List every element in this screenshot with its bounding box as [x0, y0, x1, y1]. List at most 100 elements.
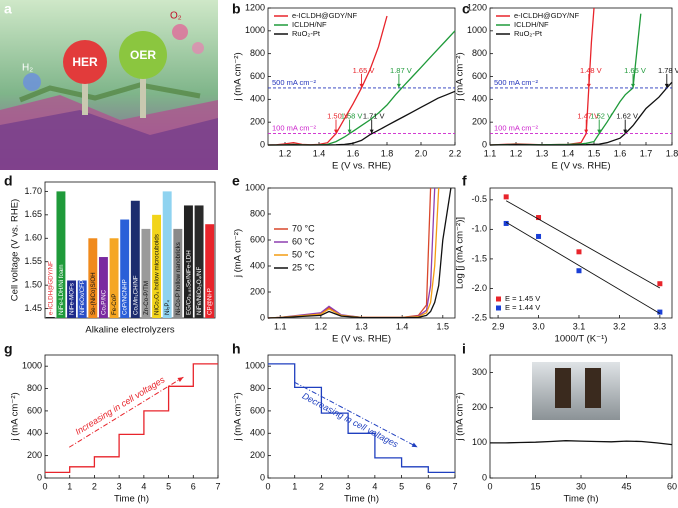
x-tick-label: 3.0 [532, 321, 545, 331]
x-tick-label: 7 [215, 481, 220, 491]
marker-head [369, 129, 374, 134]
bar [56, 191, 66, 318]
x-tick-label: 2.0 [415, 148, 428, 158]
y-tick-label: -1.0 [471, 224, 487, 234]
x-axis-label: Time (h) [563, 494, 598, 505]
data-line [490, 440, 673, 446]
step-line [268, 363, 455, 474]
y-axis-label: j (mA cm⁻²) [455, 52, 466, 101]
bubble [23, 73, 41, 91]
panel: e 0 200 400 600 800 1000 1.1 1.2 1.3 1.4 1.5 E (V vs… [232, 173, 456, 345]
panel-letter: a [4, 1, 12, 17]
panel: c 0 200 400 600 800 1000 1200 1.1 1.2 1.3 1.4 1.5 1.6… [455, 1, 678, 172]
oer-balloon [119, 31, 167, 79]
data-point [503, 220, 509, 226]
y-tick-label: 400 [250, 94, 265, 104]
data-line [489, 81, 673, 146]
y-tick-label: 800 [472, 48, 487, 58]
y-tick-label: 1.70 [24, 186, 42, 196]
annotation: Increasing in cell voltages [73, 374, 166, 437]
y-tick-label: 200 [250, 117, 265, 127]
bar [98, 257, 108, 318]
x-tick-label: 1 [67, 481, 72, 491]
x-tick-label: 1.4 [562, 148, 575, 158]
balloon-string [140, 78, 146, 118]
bar [109, 238, 119, 318]
reference-label: 500 mA cm⁻² [272, 78, 316, 87]
y-tick-label: 800 [27, 383, 42, 393]
annotation-arrow [293, 381, 418, 448]
arrow-head [177, 377, 184, 383]
legend-swatch [496, 305, 501, 311]
panel-letter: h [232, 341, 241, 357]
marker-label: 1.47 V [577, 112, 599, 121]
bar-label: NiFe-LDH/Ni foam [58, 264, 65, 315]
x-tick-label: 0 [265, 481, 270, 491]
x-tick-label: 3.2 [613, 321, 626, 331]
marker-head [347, 129, 352, 134]
y-axis-label: j (mA cm⁻²) [233, 229, 244, 278]
bar [152, 214, 162, 318]
panel-letter: d [4, 173, 13, 189]
y-tick-label: 200 [472, 117, 487, 127]
bar [130, 200, 140, 318]
panel-letter: c [462, 1, 470, 17]
x-tick-label: 1.6 [347, 148, 360, 158]
x-tick-label: 45 [621, 481, 631, 491]
x-tick-label: 1.4 [313, 148, 326, 158]
bar [183, 205, 193, 318]
x-tick-label: 1.5 [437, 321, 450, 331]
x-tick-label: 1.5 [588, 148, 601, 158]
oer-label: OER [130, 48, 156, 62]
data-point [503, 194, 509, 200]
x-tick-label: 5 [166, 481, 171, 491]
marker-label: 1.87 V [390, 66, 412, 75]
bar [205, 224, 215, 318]
marker-label: 1.58 V [341, 112, 363, 121]
y-tick-label: 400 [250, 428, 265, 438]
panel: b 0 200 400 600 800 1000 1200 1.2 1.4 1.6 1.8 2.0 2.2… [232, 1, 461, 172]
marker-head [623, 129, 628, 134]
electrode-layer [0, 110, 218, 170]
marker-head [359, 83, 364, 88]
y-tick-label: 400 [250, 260, 265, 270]
y-axis-label: Log [j (mA cm⁻²)] [455, 217, 466, 289]
x-tick-label: 1.8 [381, 148, 394, 158]
x-tick-label: 1.6 [614, 148, 627, 158]
y-tick-label: 1000 [245, 361, 265, 371]
y-tick-label: 400 [472, 94, 487, 104]
y-tick-label: 1000 [245, 25, 265, 35]
her-label: HER [72, 55, 98, 69]
y-tick-label: 0 [260, 139, 265, 149]
x-tick-label: 2.9 [492, 321, 505, 331]
x-tick-label: 1.3 [355, 321, 368, 331]
bar-label: CoP/NCNHP [122, 279, 129, 315]
legend-label: e-ICLDH@GDY/NF [292, 11, 358, 20]
bar-label: NiFe/NiCo₂O₄/NF [196, 267, 203, 315]
x-tick-label: 4 [141, 481, 146, 491]
marker-label: 1.71 V [363, 112, 385, 121]
marker-label: 1.48 V [580, 66, 602, 75]
x-tick-label: 1.2 [279, 148, 292, 158]
x-tick-label: 6 [426, 481, 431, 491]
her-balloon [63, 40, 107, 84]
legend-label: 70 °C [292, 223, 315, 233]
legend-label: RuO₂-Pt [292, 29, 321, 38]
y-axis-label: Cell voltage (V vs. RHE) [10, 199, 21, 301]
panel-letter: i [462, 341, 466, 357]
legend-label: E = 1.45 V [505, 294, 540, 303]
y-tick-label: 1.55 [24, 256, 42, 266]
photo-electrode [585, 368, 601, 408]
bar-label: Ni-Co-P hollow nanobricks [175, 242, 182, 315]
panel: i 0 100 200 300 0 15 30 45 60 Time (h) j (mA cm⁻²) [455, 341, 677, 505]
photo [532, 362, 620, 420]
bar-label: EG/Co₀.₈₅Se/NiFe-LDH [185, 250, 192, 315]
panel: d 1.45 1.50 1.55 1.60 1.65 1.70 Alkaline electr… [4, 173, 216, 336]
y-tick-label: 600 [250, 234, 265, 244]
x-tick-label: 1 [292, 481, 297, 491]
bubble [192, 42, 204, 54]
y-tick-label: 200 [250, 286, 265, 296]
photo-inset [532, 362, 620, 420]
x-axis-label: E (V vs. RHE) [332, 161, 391, 172]
x-tick-label: 3 [117, 481, 122, 491]
